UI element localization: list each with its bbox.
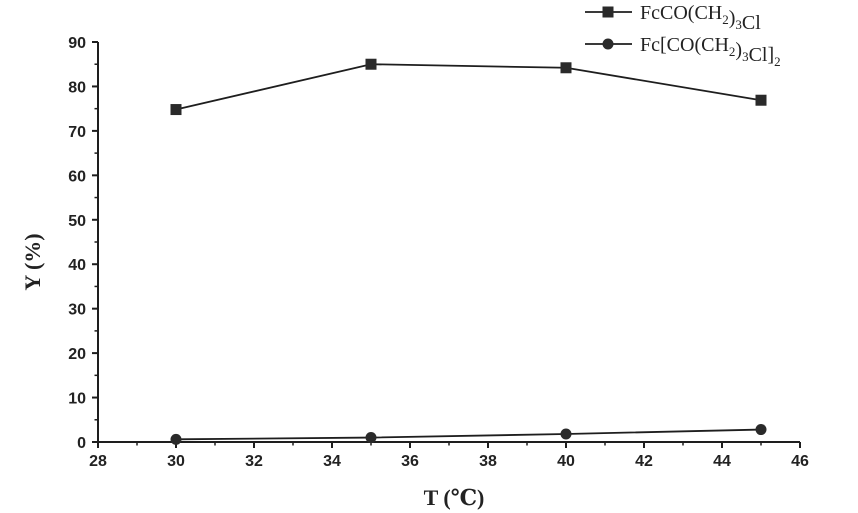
series-line <box>175 63 762 111</box>
y-tick-label: 20 <box>68 346 86 363</box>
axes: 28 30 32 34 36 38 40 42 44 46 0 10 20 30 40 50 60 70 80 90 <box>68 35 809 470</box>
y-tick-label: 60 <box>68 168 86 185</box>
x-tick-label: 46 <box>791 453 809 470</box>
y-tick-label: 30 <box>68 302 86 319</box>
legend-item-1: FcCO(CH2)3Cl <box>585 2 761 34</box>
data-point <box>755 94 767 106</box>
y-tick-label: 10 <box>68 391 86 408</box>
x-tick-label: 34 <box>323 453 341 470</box>
x-tick-label: 44 <box>713 453 731 470</box>
legend-circle-marker <box>602 38 614 50</box>
series-line <box>175 428 762 441</box>
y-tick-label: 50 <box>68 213 86 230</box>
data-point <box>170 433 182 445</box>
y-tick-label: 80 <box>68 79 86 96</box>
data-point <box>365 58 377 70</box>
x-tick-label: 38 <box>479 453 497 470</box>
x-tick-label: 36 <box>401 453 419 470</box>
legend-item-2: Fc[CO(CH2)3Cl]2 <box>585 34 781 69</box>
x-axis-title: T (℃) <box>424 485 485 510</box>
x-tick-label: 40 <box>557 453 575 470</box>
legend-label: Fc[CO(CH2)3Cl]2 <box>640 34 781 69</box>
x-tick-label: 32 <box>245 453 263 470</box>
y-tick-label: 0 <box>77 435 86 452</box>
series-1 <box>170 58 767 116</box>
y-axis-title: Y (%) <box>20 233 45 290</box>
legend-square-marker <box>602 6 614 18</box>
y-tick-label: 40 <box>68 257 86 274</box>
legend-label: FcCO(CH2)3Cl <box>640 2 761 34</box>
y-tick-label: 90 <box>68 35 86 52</box>
series-2 <box>170 424 767 445</box>
series-layer <box>170 58 767 445</box>
data-point <box>365 432 377 444</box>
y-tick-label: 70 <box>68 124 86 141</box>
x-tick-label: 30 <box>167 453 185 470</box>
data-point <box>170 104 182 116</box>
data-point <box>560 62 572 74</box>
x-tick-label: 28 <box>89 453 107 470</box>
x-tick-label: 42 <box>635 453 653 470</box>
data-point <box>560 428 572 440</box>
data-point <box>755 424 767 436</box>
